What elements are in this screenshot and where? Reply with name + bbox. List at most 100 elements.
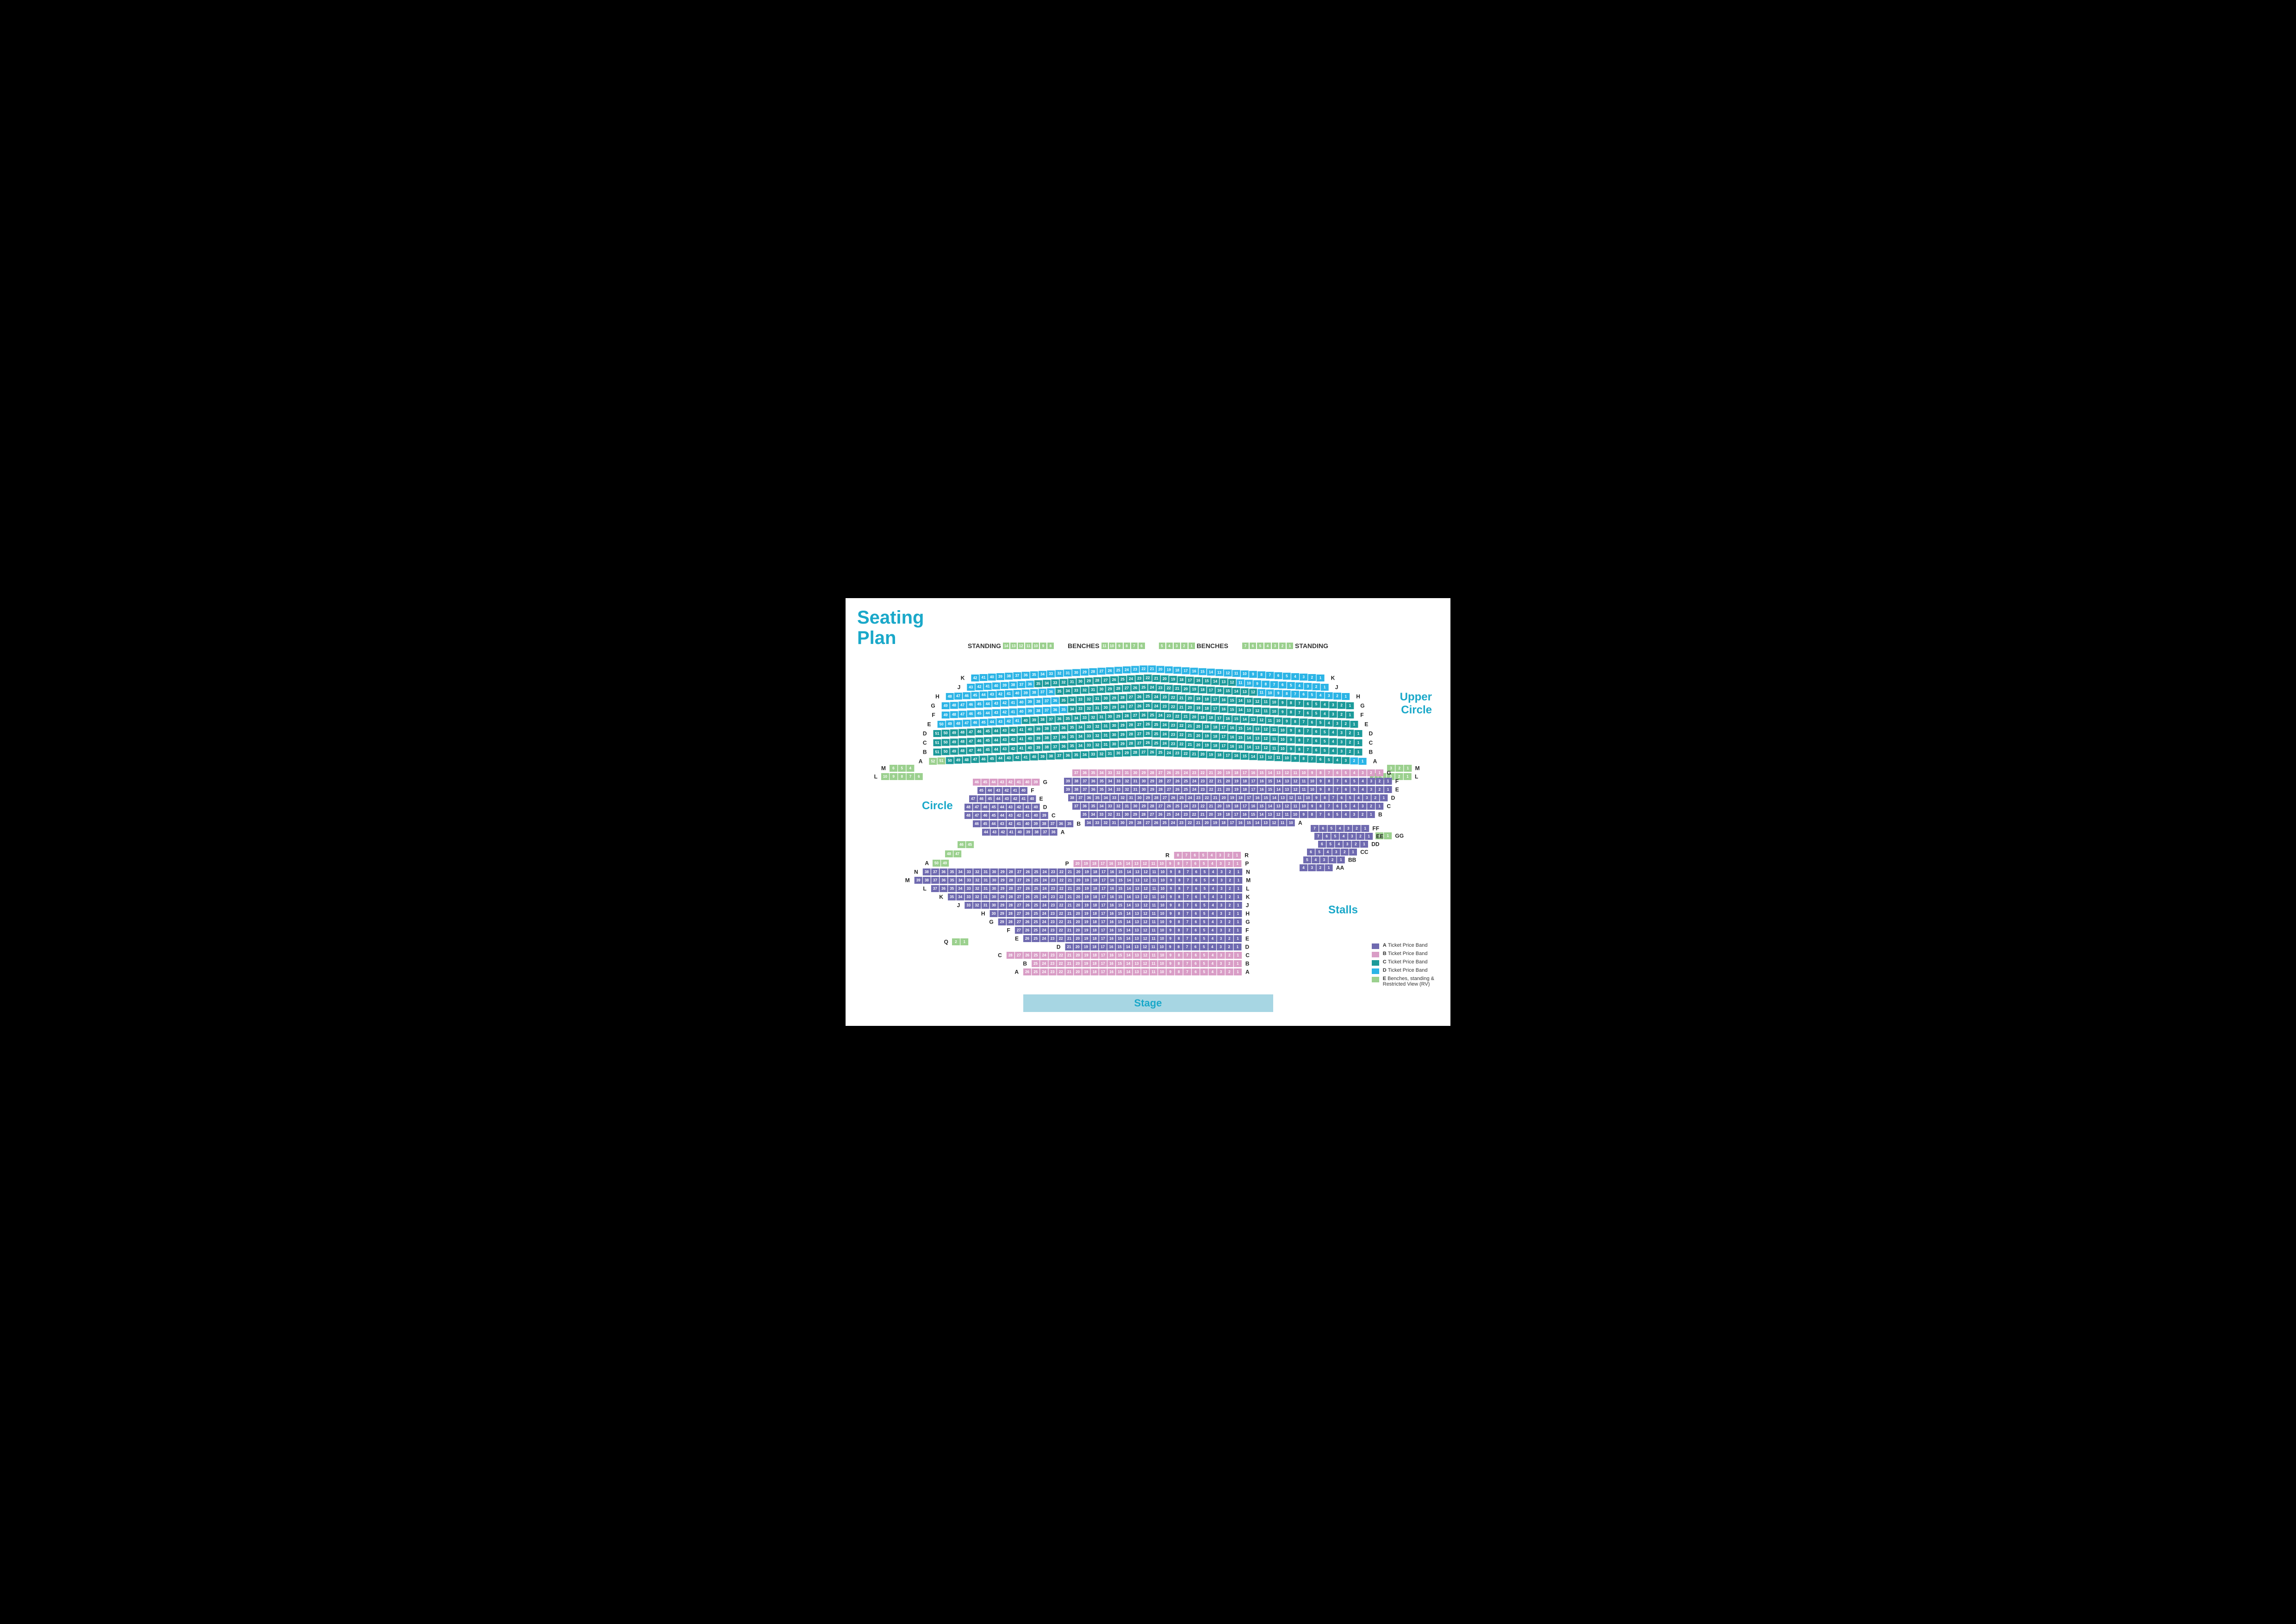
seat[interactable]: 2 [1375,786,1383,793]
seat[interactable]: 9 [1313,794,1320,801]
seat[interactable]: 33 [1072,687,1080,694]
seat[interactable]: 15 [1116,968,1124,975]
seat[interactable]: 46 [971,719,979,726]
seat[interactable]: 35 [1030,671,1038,678]
seat[interactable]: 10 [1158,860,1166,867]
seat[interactable]: 6 [1338,794,1345,801]
seat[interactable]: 7 [1184,868,1192,875]
seat[interactable]: 32 [973,893,981,900]
seat[interactable]: 13 [1279,794,1287,801]
seat[interactable]: 26 [1144,721,1152,728]
seat[interactable]: 29 [1119,722,1126,729]
seat[interactable]: 19 [1165,666,1173,673]
seat[interactable]: 1 [1234,927,1242,934]
seat[interactable]: 1 [1342,693,1350,700]
seat[interactable]: 21 [1207,769,1215,776]
seat[interactable]: 21 [1216,778,1224,785]
seat[interactable]: 45 [988,756,996,762]
seat[interactable]: 19 [1082,943,1090,950]
seat[interactable]: 38 [1039,716,1046,723]
seat[interactable]: 6 [1192,935,1200,942]
seat[interactable]: 33 [1081,714,1089,721]
seat[interactable]: 38 [1034,698,1042,705]
seat[interactable]: 14 [1125,885,1133,892]
seat[interactable]: 21 [1066,885,1074,892]
seat[interactable]: 2 [1226,935,1233,942]
seat[interactable]: 24 [1040,968,1048,975]
seat[interactable]: 1 [1404,765,1412,772]
seat[interactable]: 22 [1177,741,1185,748]
seat[interactable]: 2 [1395,765,1403,772]
seat[interactable]: 46 [976,728,983,735]
seat[interactable]: 19 [1083,902,1090,909]
seat[interactable]: 44 [984,710,992,717]
seat[interactable]: 3 [1218,868,1226,875]
seat[interactable]: 22 [1057,927,1065,934]
seat[interactable]: 27 [1135,740,1143,747]
seat[interactable]: 26 [1024,902,1032,909]
seat[interactable]: 34 [1098,803,1106,810]
seat[interactable]: 20 [1074,960,1082,967]
seat[interactable]: 8 [1325,786,1333,793]
seat[interactable]: 7 [1308,756,1316,762]
seat[interactable]: 13 [1275,803,1282,810]
seat[interactable]: 25 [1152,740,1160,747]
seat[interactable]: 10 [1158,910,1166,917]
seat[interactable]: 1 [1234,902,1242,909]
seat[interactable]: 16 [1215,687,1223,694]
seat[interactable]: 18 [1211,724,1219,731]
seat[interactable]: 2 [1226,968,1233,975]
seat[interactable]: 12 [1291,778,1299,785]
seat[interactable]: 1 [1234,968,1242,975]
seat[interactable]: 39 [1032,820,1039,827]
seat[interactable]: 25 [1161,819,1169,826]
seat[interactable]: 19 [1083,885,1091,892]
seat[interactable]: 22 [1057,952,1065,959]
seat[interactable]: 11 [1291,769,1299,776]
seat[interactable]: 25 [1032,968,1039,975]
seat[interactable]: 27 [1123,685,1131,692]
seat[interactable]: 23 [1157,684,1164,691]
seat[interactable]: 41 [1009,708,1017,715]
seat[interactable]: 21 [1177,694,1185,701]
seat[interactable]: 2 [1353,825,1361,832]
seat[interactable]: 12 [1287,794,1295,801]
seat[interactable]: 28 [1007,893,1015,900]
seat[interactable]: 31 [1132,778,1139,785]
seat[interactable]: 3 [1363,794,1371,801]
seat[interactable]: 2 [952,938,960,945]
seat[interactable]: 18 [1091,893,1099,900]
seat[interactable]: 19 [1199,714,1207,721]
seat[interactable]: 5 [1331,833,1339,840]
seat[interactable]: 24 [1041,885,1049,892]
seat[interactable]: 21 [1152,675,1160,682]
seat[interactable]: 6 [1319,825,1327,832]
seat[interactable]: 9 [1167,910,1175,917]
seat[interactable]: 28 [1139,811,1147,818]
seat[interactable]: 26 [1157,811,1164,818]
seat[interactable]: 5 [1308,692,1316,699]
seat[interactable]: 13 [1133,918,1141,925]
seat[interactable]: 43 [992,700,1000,707]
seat[interactable]: 50 [942,739,950,746]
seat[interactable]: 28 [1148,769,1156,776]
seat[interactable]: 27 [1015,877,1023,884]
seat[interactable]: 43 [998,779,1006,786]
seat[interactable]: 19 [1083,893,1090,900]
seat[interactable]: 5 [1350,778,1358,785]
seat[interactable]: 46 [973,820,981,827]
seat[interactable]: 10 [1158,943,1166,950]
seat[interactable]: 44 [980,692,988,699]
seat[interactable]: 13 [1133,868,1141,875]
seat[interactable]: 4 [1324,849,1332,856]
seat[interactable]: 15 [1116,918,1124,925]
seat[interactable]: 49 [942,702,950,709]
seat[interactable]: 7 [1314,833,1322,840]
seat[interactable]: 1 [1365,833,1373,840]
seat[interactable]: 23 [1049,927,1057,934]
seat[interactable]: 37 [1072,769,1080,776]
seat[interactable]: 42 [1001,700,1008,706]
seat[interactable]: 31 [1093,695,1101,702]
seat[interactable]: 14 [1125,868,1133,875]
seat[interactable]: 32 [973,877,981,884]
